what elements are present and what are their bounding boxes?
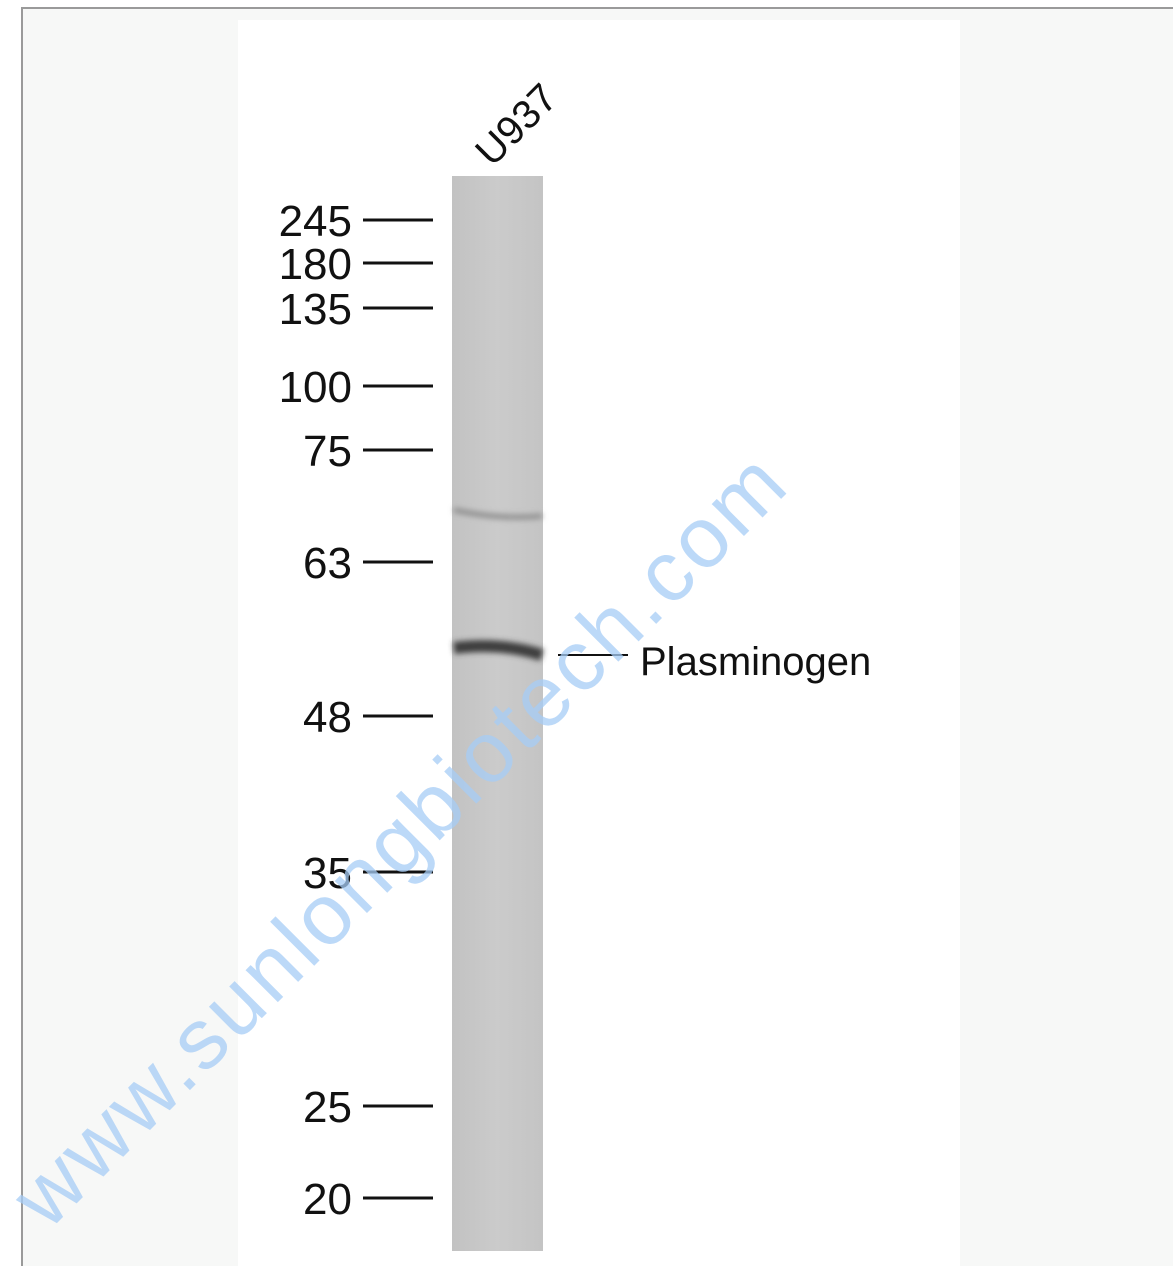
marker-label: 20 bbox=[303, 1175, 352, 1224]
marker-label: 63 bbox=[303, 539, 352, 588]
marker-label: 135 bbox=[279, 285, 352, 334]
marker-label: 245 bbox=[279, 197, 352, 246]
marker-label: 25 bbox=[303, 1083, 352, 1132]
figure: U937 Plasminogen 24518013510075634835252… bbox=[0, 0, 1173, 1266]
band-label: Plasminogen bbox=[640, 640, 871, 684]
page: {"lane_label": "U937", "markers": [245, … bbox=[0, 0, 1173, 1266]
marker-label: 100 bbox=[279, 363, 352, 412]
marker-label: 75 bbox=[303, 427, 352, 476]
marker-label: 48 bbox=[303, 693, 352, 742]
marker-label: 180 bbox=[279, 240, 352, 289]
